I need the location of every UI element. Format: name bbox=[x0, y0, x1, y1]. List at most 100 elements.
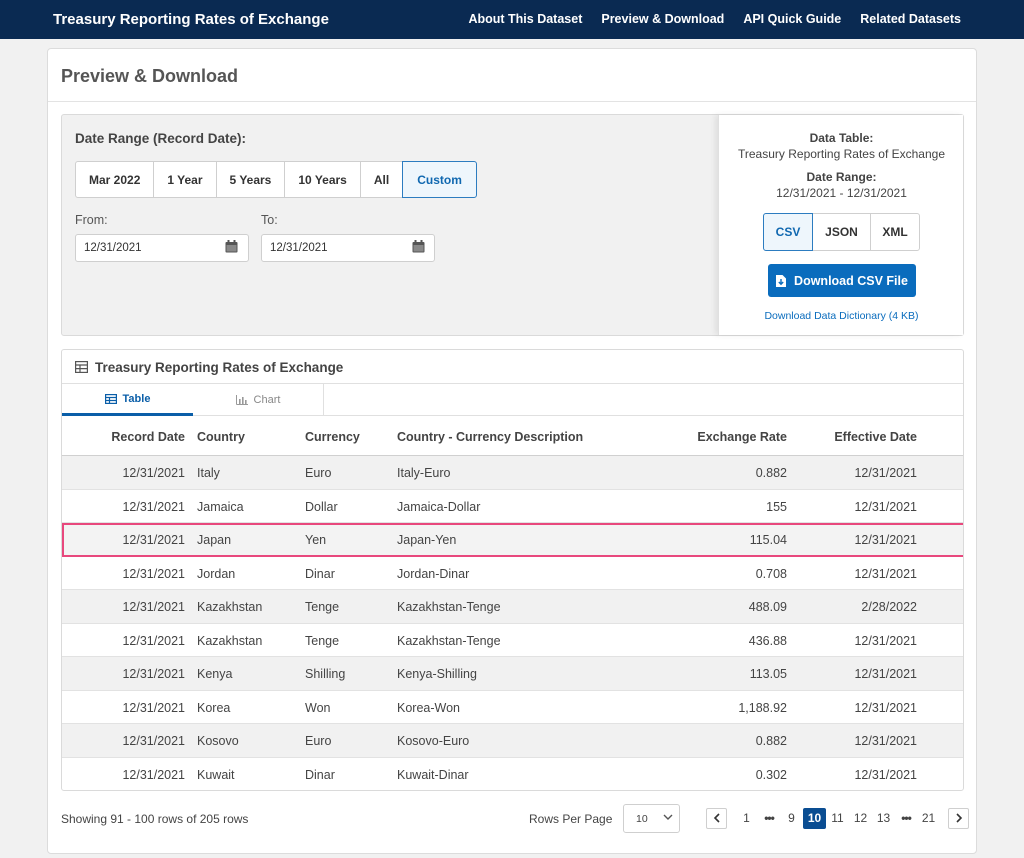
page-11-button[interactable]: 11 bbox=[831, 811, 844, 825]
range-10-years-button[interactable]: 10 Years bbox=[284, 161, 361, 198]
download-button-label: Download CSV File bbox=[794, 273, 908, 288]
data-table-card: Treasury Reporting Rates of Exchange Tab… bbox=[61, 349, 964, 791]
range-custom-button[interactable]: Custom bbox=[402, 161, 477, 198]
cell-country: Italy bbox=[197, 466, 220, 480]
cell-effective-date: 12/31/2021 bbox=[854, 734, 917, 748]
table-row[interactable]: 12/31/2021 Kazakhstan Tenge Kazakhstan-Teng… bbox=[62, 590, 963, 624]
format-json-button[interactable]: JSON bbox=[812, 213, 871, 251]
table-row[interactable]: 12/31/2021 Japan Yen Japan-Yen 115.04 12/31/2… bbox=[62, 523, 963, 557]
divider bbox=[48, 101, 976, 102]
table-row[interactable]: 12/31/2021 Kenya Shilling Kenya-Shilling 113… bbox=[62, 657, 963, 691]
cell-description: Kenya-Shilling bbox=[397, 667, 477, 681]
cell-exchange-rate: 1,188.92 bbox=[738, 700, 787, 715]
nav-api-quick-guide[interactable]: API Quick Guide bbox=[743, 12, 842, 26]
cell-effective-date: 12/31/2021 bbox=[854, 633, 917, 648]
rows-showing-text: Showing 91 - 100 rows of 205 rows bbox=[61, 812, 249, 826]
cell-exchange-rate: 113.05 bbox=[749, 667, 787, 681]
cell-exchange-rate: 0.708 bbox=[755, 566, 787, 581]
cell-description: Kuwait-Dinar bbox=[397, 767, 469, 782]
from-date-input[interactable] bbox=[75, 234, 249, 262]
cell-country: Kenya bbox=[197, 667, 233, 681]
from-label: From: bbox=[75, 213, 108, 227]
range-all-button[interactable]: All bbox=[359, 161, 404, 198]
cell-exchange-rate: 0.302 bbox=[755, 767, 787, 782]
filters-panel: Date Range (Record Date): Mar 2022 1 Yea… bbox=[61, 114, 964, 336]
cell-record-date: 12/31/2021 bbox=[122, 566, 185, 581]
dataset-title[interactable]: Treasury Reporting Rates of Exchange bbox=[53, 11, 329, 28]
tab-chart[interactable]: Chart bbox=[193, 384, 324, 416]
cell-exchange-rate: 488.09 bbox=[748, 600, 787, 614]
col-effective-date[interactable]: Effective Date bbox=[834, 430, 917, 444]
calendar-icon[interactable] bbox=[412, 240, 425, 253]
top-navbar: Treasury Reporting Rates of Exchange Abo… bbox=[0, 0, 1024, 39]
ellipsis-icon: ••• bbox=[901, 811, 912, 825]
range-mar-2022-button[interactable]: Mar 2022 bbox=[75, 161, 155, 198]
calendar-icon[interactable] bbox=[225, 240, 238, 253]
table-row[interactable]: 12/31/2021 Jordan Dinar Jordan-Dinar 0.708 12… bbox=[62, 557, 963, 590]
chevron-right-icon bbox=[955, 813, 962, 823]
cell-exchange-rate: 0.882 bbox=[755, 734, 787, 748]
table-row[interactable]: 12/31/2021 Kazakhstan Tenge Kazakhstan-Teng… bbox=[62, 624, 963, 657]
cell-currency: Yen bbox=[305, 533, 327, 547]
col-currency[interactable]: Currency bbox=[305, 430, 360, 444]
col-description[interactable]: Country - Currency Description bbox=[397, 430, 584, 444]
range-1-year-button[interactable]: 1 Year bbox=[153, 161, 217, 198]
nav-preview-download[interactable]: Preview & Download bbox=[601, 12, 725, 26]
data-dictionary-link[interactable]: Download Data Dictionary (4 KB) bbox=[764, 310, 919, 322]
cell-country: Kazakhstan bbox=[197, 600, 263, 614]
table-row[interactable]: 12/31/2021 Jamaica Dollar Jamaica-Dollar 155… bbox=[62, 490, 963, 523]
pagination: 1 ••• 9 10 11 12 13 ••• 21 bbox=[706, 807, 969, 829]
cell-record-date: 12/31/2021 bbox=[122, 700, 185, 715]
cell-effective-date: 2/28/2022 bbox=[861, 600, 917, 614]
table-icon bbox=[104, 393, 117, 404]
next-page-button[interactable] bbox=[948, 807, 969, 829]
cell-currency: Dinar bbox=[305, 566, 335, 581]
preview-download-card: Preview & Download Date Range (Record Da… bbox=[47, 48, 977, 854]
table-row[interactable]: 12/31/2021 Italy Euro Italy-Euro 0.882 12/31/… bbox=[62, 456, 963, 490]
cell-exchange-rate: 155 bbox=[766, 499, 787, 514]
table-row[interactable]: 12/31/2021 Kosovo Euro Kosovo-Euro 0.882 12/3… bbox=[62, 724, 963, 758]
download-panel: Data Table: Treasury Reporting Rates of … bbox=[718, 115, 963, 335]
cell-effective-date: 12/31/2021 bbox=[854, 466, 917, 480]
table-header: Record Date Country Currency Country - C… bbox=[62, 417, 963, 456]
cell-record-date: 12/31/2021 bbox=[122, 767, 185, 782]
cell-exchange-rate: 115.04 bbox=[749, 533, 787, 547]
format-csv-button[interactable]: CSV bbox=[763, 213, 813, 251]
cell-currency: Tenge bbox=[305, 633, 340, 648]
cell-country: Kuwait bbox=[197, 767, 235, 782]
chevron-down-icon bbox=[663, 814, 673, 820]
format-buttons: CSV JSON XML bbox=[763, 213, 920, 251]
tab-table[interactable]: Table bbox=[62, 384, 193, 416]
page-10-button[interactable]: 10 bbox=[803, 807, 826, 829]
nav-about-dataset[interactable]: About This Dataset bbox=[468, 12, 583, 26]
cell-country: Korea bbox=[197, 700, 231, 715]
to-date-input[interactable] bbox=[261, 234, 435, 262]
date-range-buttons: Mar 2022 1 Year 5 Years 10 Years All Cus… bbox=[75, 161, 477, 198]
cell-effective-date: 12/31/2021 bbox=[854, 767, 917, 782]
data-table-label: Data Table: bbox=[809, 131, 874, 145]
page-12-button[interactable]: 12 bbox=[853, 811, 868, 825]
cell-description: Italy-Euro bbox=[397, 466, 451, 480]
ellipsis-icon: ••• bbox=[764, 811, 775, 825]
page-1-button[interactable]: 1 bbox=[743, 811, 750, 825]
previous-page-button[interactable] bbox=[706, 807, 727, 829]
page-21-button[interactable]: 21 bbox=[921, 811, 936, 825]
nav-related-datasets[interactable]: Related Datasets bbox=[860, 12, 961, 26]
rows-per-page-select[interactable]: 10 bbox=[623, 804, 680, 833]
col-record-date[interactable]: Record Date bbox=[111, 430, 185, 444]
cell-country: Japan bbox=[197, 533, 232, 547]
table-row[interactable]: 12/31/2021 Kuwait Dinar Kuwait-Dinar 0.302 12… bbox=[62, 758, 963, 791]
col-exchange-rate[interactable]: Exchange Rate bbox=[697, 430, 787, 444]
cell-currency: Euro bbox=[305, 734, 332, 748]
download-csv-button[interactable]: Download CSV File bbox=[768, 264, 916, 297]
download-date-range-value: 12/31/2021 - 12/31/2021 bbox=[776, 186, 907, 200]
cell-description: Kazakhstan-Tenge bbox=[397, 600, 501, 614]
page-13-button[interactable]: 13 bbox=[876, 811, 891, 825]
cell-description: Korea-Won bbox=[397, 700, 460, 715]
cell-record-date: 12/31/2021 bbox=[122, 466, 185, 480]
table-row[interactable]: 12/31/2021 Korea Won Korea-Won 1,188.92 12/31… bbox=[62, 691, 963, 724]
format-xml-button[interactable]: XML bbox=[870, 213, 920, 251]
range-5-years-button[interactable]: 5 Years bbox=[215, 161, 286, 198]
col-country[interactable]: Country bbox=[197, 430, 245, 444]
page-9-button[interactable]: 9 bbox=[788, 811, 795, 825]
